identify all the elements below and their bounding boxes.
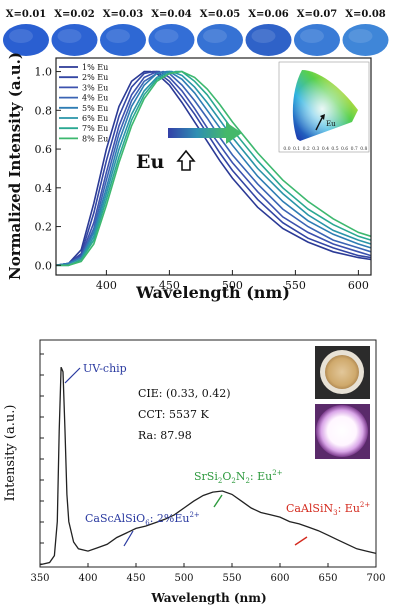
y-tick-label: 0.8 — [35, 104, 53, 117]
emission-series — [55, 70, 372, 267]
x-tick-label: 650 — [318, 573, 337, 584]
sample-photo — [3, 24, 49, 56]
uv-chip-label: UV-chip — [83, 362, 127, 375]
y-tick-label: 0.0 — [35, 259, 53, 272]
cie-tick-label: 0.7 — [351, 146, 358, 152]
x-tick-label: 700 — [366, 573, 385, 584]
cie-tick-label: 0.2 — [303, 146, 310, 152]
srsi2o2n2-label: SrSi2O2N2: Eu2+ — [194, 469, 283, 485]
series-line — [56, 70, 372, 267]
legend-label: 2% Eu — [82, 73, 108, 82]
sample-photo — [100, 24, 146, 56]
led-photo-on — [315, 404, 370, 459]
series-line — [55, 70, 372, 267]
x-tick-label: 400 — [96, 279, 117, 292]
eu-shift-arrow-head — [226, 122, 242, 144]
cie-tick-label: 0.3 — [312, 146, 319, 152]
spectrum-line — [39, 366, 377, 566]
x-tick-label: 550 — [285, 279, 306, 292]
cascalsio6-pointer — [123, 530, 134, 547]
series-line — [56, 70, 372, 267]
uv-chip-pointer — [64, 367, 81, 384]
led-spectrum-chart: 350 400 450 500 550 600 650 700 Intensity (a.u.… — [3, 339, 386, 605]
eu-annotation: Eu — [136, 151, 164, 173]
x-tick-label: 450 — [159, 279, 180, 292]
sample-label: X=0.04 — [151, 9, 192, 20]
y-tick-label: 0.2 — [35, 221, 53, 234]
sample-strip: X=0.01 X=0.02 X=0.03 X=0.04 X=0.05 X=0.06 X=0.… — [3, 9, 389, 56]
cie-tick-label: 0.0 — [283, 146, 290, 152]
x-tick-label: 600 — [270, 573, 289, 584]
legend-label: 6% Eu — [82, 114, 108, 123]
cie-inset: Eu 0.0 0.1 0.2 0.3 0.4 0.5 0.6 0.7 0.8 — [278, 61, 370, 153]
y-tick-label: 0.6 — [35, 143, 53, 156]
eu-shift-arrow-body — [168, 128, 226, 138]
cascalsio6-label: CaScAlSiO6: 2%Eu2+ — [85, 511, 200, 527]
caalsin3-label: CaAlSiN3: Eu2+ — [286, 501, 370, 517]
x-tick-label: 600 — [348, 279, 369, 292]
x-tick-label: 550 — [222, 573, 241, 584]
legend-label: 1% Eu — [82, 63, 108, 72]
series-line — [55, 70, 372, 267]
caalsin3-pointer — [294, 536, 308, 546]
led-photo-off — [315, 346, 370, 399]
led-spectrum-series — [39, 366, 377, 566]
legend: 1% Eu2% Eu3% Eu 4% Eu5% Eu6% Eu7% Eu8% Eu — [59, 63, 108, 143]
legend-label: 4% Eu — [82, 94, 108, 103]
series-line — [55, 70, 372, 267]
cie-tick-label: 0.8 — [360, 146, 367, 152]
sample-photo — [245, 24, 292, 56]
sample-label: X=0.02 — [54, 9, 95, 20]
sample-label: X=0.07 — [297, 9, 338, 20]
legend-label: 3% Eu — [82, 83, 108, 92]
emission-chart: 400 450 500 550 600 0.0 0.2 0.4 0.6 0.8 1.0 Normal… — [6, 52, 372, 302]
sample-photo — [197, 24, 243, 56]
x-tick-label: 450 — [126, 573, 145, 584]
x-tick-label: 350 — [30, 573, 49, 584]
cct-value: CCT: 5537 K — [138, 408, 209, 421]
cie-tick-label: 0.6 — [341, 146, 348, 152]
cie-coordinates: CIE: (0.33, 0.42) — [138, 387, 231, 400]
sample-label: X=0.01 — [6, 9, 47, 20]
ra-value: Ra: 87.98 — [138, 429, 192, 442]
srsi2o2n2-pointer — [213, 494, 223, 508]
sample-photo — [51, 24, 98, 56]
y-tick-label: 0.4 — [35, 182, 53, 195]
sample-label: X=0.05 — [200, 9, 241, 20]
legend-label: 8% Eu — [82, 134, 108, 143]
top-y-axis-label: Normalized Intensity (a.u.) — [6, 52, 24, 280]
legend-label: 5% Eu — [82, 104, 108, 113]
sample-label: X=0.06 — [248, 9, 289, 20]
sample-label: X=0.03 — [103, 9, 144, 20]
series-line — [55, 70, 372, 267]
bottom-x-axis-label: Wavelength (nm) — [150, 591, 266, 605]
legend-label: 7% Eu — [82, 124, 108, 133]
top-plot-frame — [55, 57, 372, 276]
x-tick-label: 500 — [174, 573, 193, 584]
eu-up-arrow-icon — [176, 149, 196, 171]
top-x-axis-label: Wavelength (nm) — [135, 283, 290, 302]
x-tick-label: 500 — [222, 279, 243, 292]
bottom-plot-frame — [39, 339, 377, 568]
cie-tick-label: 0.5 — [331, 146, 338, 152]
sample-photo — [342, 24, 389, 56]
bottom-y-axis-label: Intensity (a.u.) — [3, 405, 18, 502]
cie-label: Eu — [326, 120, 336, 128]
sample-photo — [148, 24, 195, 56]
cie-tick-label: 0.4 — [322, 146, 329, 152]
x-tick-label: 400 — [78, 573, 97, 584]
y-tick-label: 1.0 — [35, 66, 53, 79]
cie-tick-label: 0.1 — [293, 146, 300, 152]
sample-label: X=0.08 — [345, 9, 386, 20]
sample-photo — [294, 24, 340, 56]
cie-shift-arrow — [315, 117, 323, 131]
series-line — [55, 70, 372, 267]
